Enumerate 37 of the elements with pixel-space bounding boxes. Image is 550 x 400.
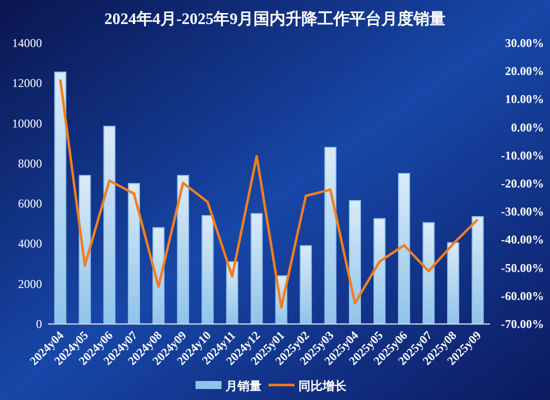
bar — [250, 213, 263, 324]
bar — [300, 245, 312, 324]
y2-tick-label: -30.00% — [501, 204, 544, 219]
bar — [202, 215, 214, 324]
y2-tick-label: 0.00% — [511, 120, 544, 134]
y-tick-label: 14000 — [12, 36, 42, 50]
bar — [348, 200, 361, 324]
bar — [398, 172, 410, 324]
bar — [324, 146, 336, 324]
y2-tick-label: -40.00% — [501, 232, 544, 247]
bar — [472, 216, 484, 324]
y-tick-label: 4000 — [18, 236, 42, 251]
y2-tick-label: -70.00% — [501, 317, 544, 331]
y-tick-label: 8000 — [18, 156, 42, 170]
bar — [128, 183, 140, 324]
bar — [373, 218, 386, 324]
chart-title: 2024年4月-2025年9月国内升降工作平台月度销量 — [104, 9, 446, 28]
bar — [54, 72, 66, 324]
y2-tick-label: -50.00% — [501, 260, 544, 275]
bar — [447, 242, 460, 324]
legend-label: 同比增长 — [298, 379, 348, 393]
y-tick-label: 0 — [36, 317, 42, 331]
y2-tick-label: 30.00% — [505, 36, 544, 50]
bar — [103, 126, 116, 324]
y-tick-label: 10000 — [12, 116, 42, 130]
y-tick-label: 2000 — [18, 276, 42, 291]
bar — [177, 174, 190, 324]
y2-tick-label: -60.00% — [501, 288, 544, 303]
bar — [78, 174, 91, 324]
legend-label: 月销量 — [224, 379, 262, 393]
y2-tick-label: 20.00% — [505, 64, 544, 78]
bar — [422, 222, 435, 324]
y2-tick-label: -20.00% — [501, 176, 544, 190]
y-tick-label: 6000 — [18, 196, 42, 211]
y2-tick-label: -10.00% — [501, 148, 544, 162]
y-tick-label: 12000 — [12, 76, 42, 90]
y2-tick-label: 10.00% — [505, 92, 544, 106]
